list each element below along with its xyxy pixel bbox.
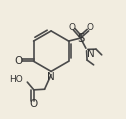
Text: O: O xyxy=(69,22,76,32)
Text: N: N xyxy=(87,49,95,59)
Text: O: O xyxy=(14,56,22,66)
Text: O: O xyxy=(86,23,93,32)
Text: O: O xyxy=(30,99,38,109)
Text: HO: HO xyxy=(9,75,23,84)
Text: N: N xyxy=(47,72,55,82)
Text: S: S xyxy=(77,32,84,45)
